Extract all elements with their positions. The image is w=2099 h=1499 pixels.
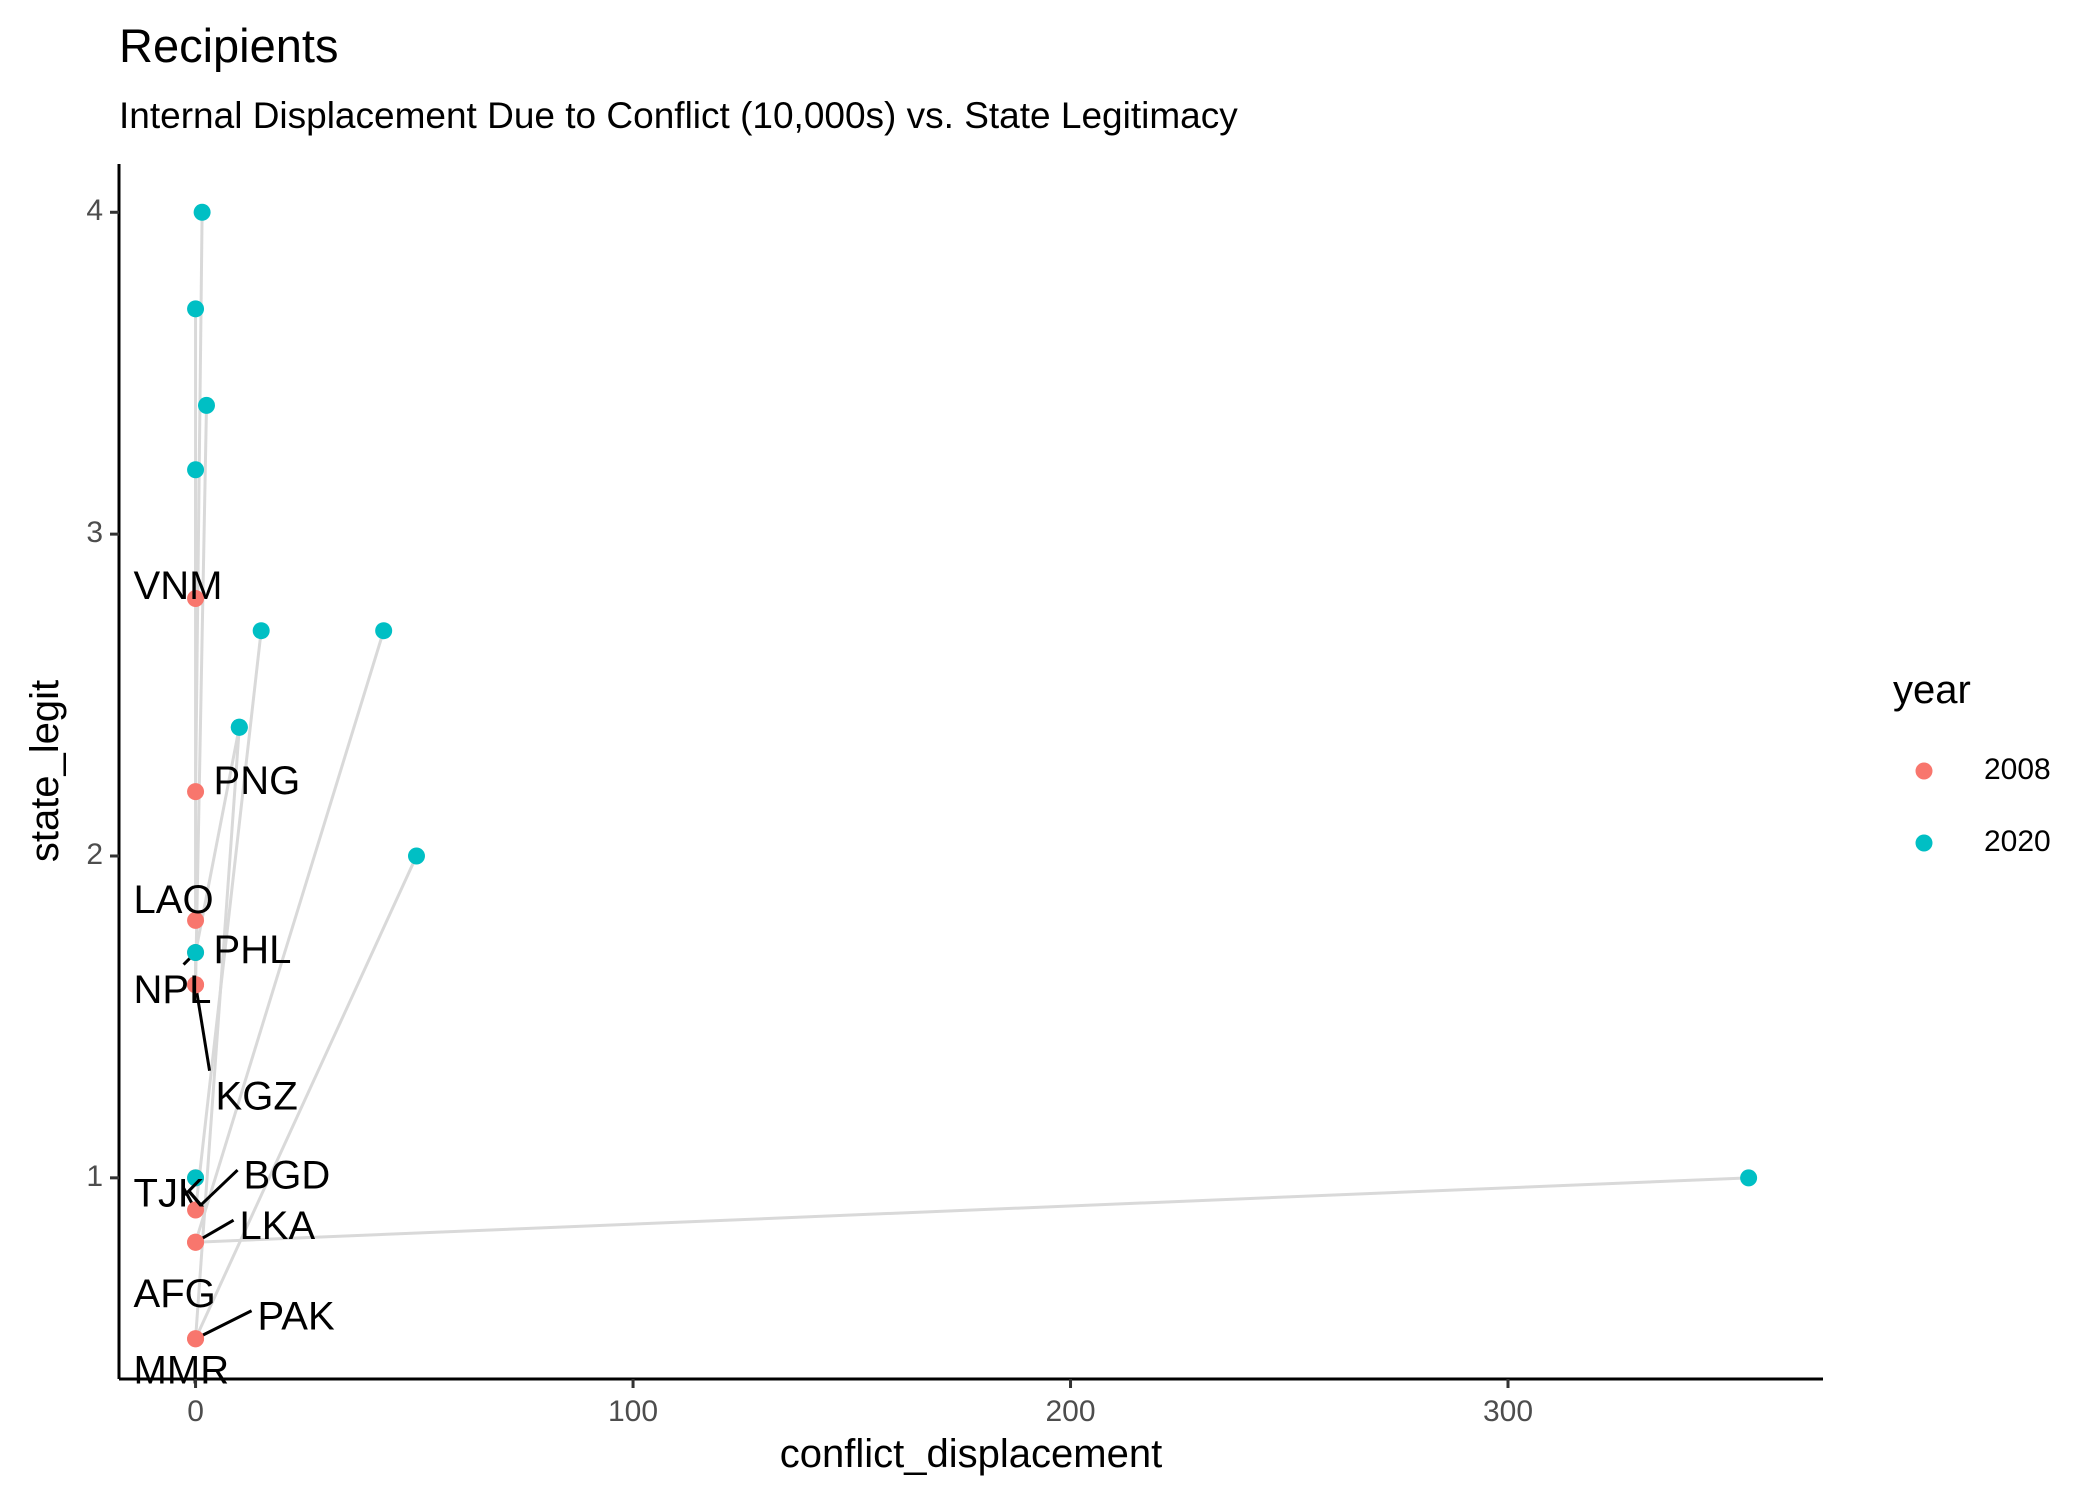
connector-line-pak (194, 855, 418, 1340)
point-2008-vnm (187, 590, 205, 608)
legend-title: year (1893, 668, 1971, 712)
x-axis-title: conflict_displacement (780, 1432, 1162, 1476)
point-2008-lao (187, 911, 205, 929)
legend-label-2020: 2020 (1984, 825, 2051, 858)
leader-line-pak (194, 1309, 253, 1341)
point-label-vnm: VNM (134, 564, 223, 608)
point-2020-lka (1740, 1169, 1758, 1187)
y-tick-label: 1 (86, 1160, 103, 1193)
point-2020-afg (375, 622, 393, 640)
point-2020-tjk (252, 622, 270, 640)
point-2020-bgd (187, 1169, 205, 1187)
point-2008-kgz (187, 976, 205, 994)
leader-line-bgd (194, 1168, 239, 1212)
x-tick-label: 0 (187, 1395, 204, 1428)
point-2020-pak (407, 847, 425, 865)
point-2008-mmr (187, 1330, 205, 1348)
point-2008-tjk (187, 1201, 205, 1219)
point-label-tjk: TJK (134, 1172, 205, 1216)
connector-line-phl (194, 726, 241, 953)
x-tick-label: 100 (608, 1395, 658, 1428)
point-2008-afg (187, 1233, 205, 1251)
point-label-phl: PHL (214, 928, 292, 972)
point-2020-kgz (187, 944, 205, 962)
point-label-mmr: MMR (134, 1348, 230, 1392)
legend-key-2008 (1915, 762, 1933, 780)
point-2020-png (193, 203, 211, 221)
point-label-afg: AFG (134, 1272, 216, 1316)
x-axis-ticks: 0 100 200 300 (187, 1379, 1533, 1428)
y-axis-ticks: 1 2 3 4 (86, 194, 119, 1193)
connector-line-npl (194, 405, 208, 985)
connector-line-afg (194, 630, 386, 1243)
y-tick-label: 2 (86, 838, 103, 871)
point-label-png: PNG (214, 759, 301, 803)
chart-title: Recipients (119, 19, 338, 72)
point-label-kgz: KGZ (216, 1074, 298, 1118)
y-tick-label: 4 (86, 194, 103, 227)
legend-entries: 2008 2020 (1915, 753, 2051, 858)
leader-line-kgz (194, 984, 212, 1071)
x-tick-label: 300 (1483, 1395, 1533, 1428)
point-label-lka: LKA (240, 1204, 316, 1248)
point-2020-mmr (230, 718, 248, 736)
connector-line-tjk (194, 630, 263, 1211)
connector-lines (194, 212, 1749, 1340)
y-tick-label: 3 (86, 516, 103, 549)
legend-key-2020 (1915, 834, 1933, 852)
point-label-pak: PAK (258, 1294, 335, 1338)
point-2020-lao (187, 300, 205, 318)
legend: year 2008 2020 (1893, 668, 2051, 858)
legend-label-2008: 2008 (1984, 753, 2051, 786)
y-axis-title: state_legit (23, 680, 67, 862)
x-tick-label: 200 (1045, 1395, 1095, 1428)
point-2008-png (187, 783, 205, 801)
point-label-bgd: BGD (244, 1154, 331, 1198)
point-label-npl: NPL (134, 968, 212, 1012)
chart-subtitle: Internal Displacement Due to Conflict (1… (119, 95, 1238, 136)
connector-line-lka (195, 1176, 1749, 1244)
point-2020-npl (197, 396, 215, 414)
point-2020-vnm (187, 461, 205, 479)
point-label-lao: LAO (134, 878, 214, 922)
data-points (187, 203, 1758, 1348)
